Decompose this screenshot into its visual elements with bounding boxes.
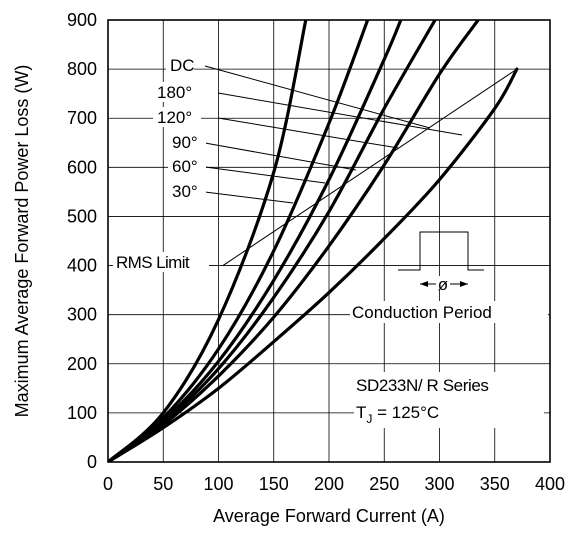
y-tick-label: 0: [87, 452, 97, 472]
series-line-60: [108, 20, 370, 462]
conduction-inset: ø Conduction Period SD233N/ R Series TJ = 1…: [350, 231, 548, 428]
tick-labels: 0 50 100 150 200 250 300 350 400 0 100 200 300 400 500…: [67, 10, 565, 494]
y-tick-label: 500: [67, 206, 97, 226]
x-tick-label: 200: [314, 474, 344, 494]
y-tick-label: 900: [67, 10, 97, 30]
series-label: DC: [170, 56, 195, 75]
x-tick-label: 100: [203, 474, 233, 494]
y-tick-label: 600: [67, 157, 97, 177]
leader-line: [204, 166, 326, 184]
x-axis-label: Average Forward Current (A): [213, 506, 445, 526]
series-label: 180°: [157, 83, 192, 102]
label-backdrop: [113, 252, 209, 272]
leader-line: [204, 142, 357, 171]
x-tick-label: 50: [153, 474, 173, 494]
device-backdrop: [354, 372, 544, 428]
y-tick-label: 400: [67, 256, 97, 276]
device-series-label: SD233N/ R Series: [356, 376, 489, 395]
phi-symbol: ø: [438, 275, 448, 294]
label-backdrop: [153, 107, 201, 127]
label-leader-lines: [204, 65, 463, 204]
conduction-pulse-icon: [398, 231, 484, 271]
rms-limit-line: [222, 68, 518, 266]
y-tick-label: 200: [67, 354, 97, 374]
y-tick-label: 100: [67, 403, 97, 423]
arrow-left-icon: [420, 281, 428, 287]
series-label: 90°: [172, 133, 198, 152]
series-line-30: [108, 20, 308, 462]
label-backdrop: [166, 55, 194, 75]
label-backdrop: [153, 82, 201, 102]
leader-line: [217, 92, 463, 136]
series-line-90: [108, 20, 403, 462]
leader-line: [217, 117, 399, 149]
arrow-right-icon: [460, 281, 468, 287]
series-label: 120°: [157, 108, 192, 127]
label-backdrop: [168, 132, 206, 152]
label-backdrop: [168, 156, 206, 176]
label-backdrop: [168, 181, 206, 201]
series-label: 30°: [172, 182, 198, 201]
x-tick-label: 400: [535, 474, 565, 494]
x-tick-label: 300: [424, 474, 454, 494]
conduction-period-label: Conduction Period: [352, 303, 492, 322]
x-tick-label: 0: [103, 474, 113, 494]
y-tick-label: 800: [67, 59, 97, 79]
tj-suffix: = 125°C: [372, 403, 439, 422]
x-tick-label: 350: [480, 474, 510, 494]
series-labels: DC 180° 120° 90° 60° 30° RMS Limit: [113, 55, 209, 272]
rms-limit-label: RMS Limit: [116, 253, 190, 272]
y-tick-label: 300: [67, 305, 97, 325]
plot-frame: [107, 19, 551, 463]
y-tick-label: 700: [67, 108, 97, 128]
series-curves: [108, 20, 519, 462]
tj-prefix: T: [356, 403, 366, 422]
leader-line: [204, 191, 294, 204]
conduction-backdrop: [350, 301, 548, 323]
rms-limit-group: [222, 68, 518, 266]
leader-line: [204, 65, 431, 129]
series-line-dc: [108, 67, 519, 462]
phi-backdrop: [436, 276, 450, 290]
junction-temp-label: TJ = 125°C: [356, 403, 439, 426]
x-tick-label: 250: [369, 474, 399, 494]
x-tick-label: 150: [259, 474, 289, 494]
series-line-180: [108, 20, 480, 462]
y-axis-label: Maximum Average Forward Power Loss (W): [12, 65, 32, 418]
tj-subscript: J: [366, 412, 372, 426]
series-label: 60°: [172, 157, 198, 176]
